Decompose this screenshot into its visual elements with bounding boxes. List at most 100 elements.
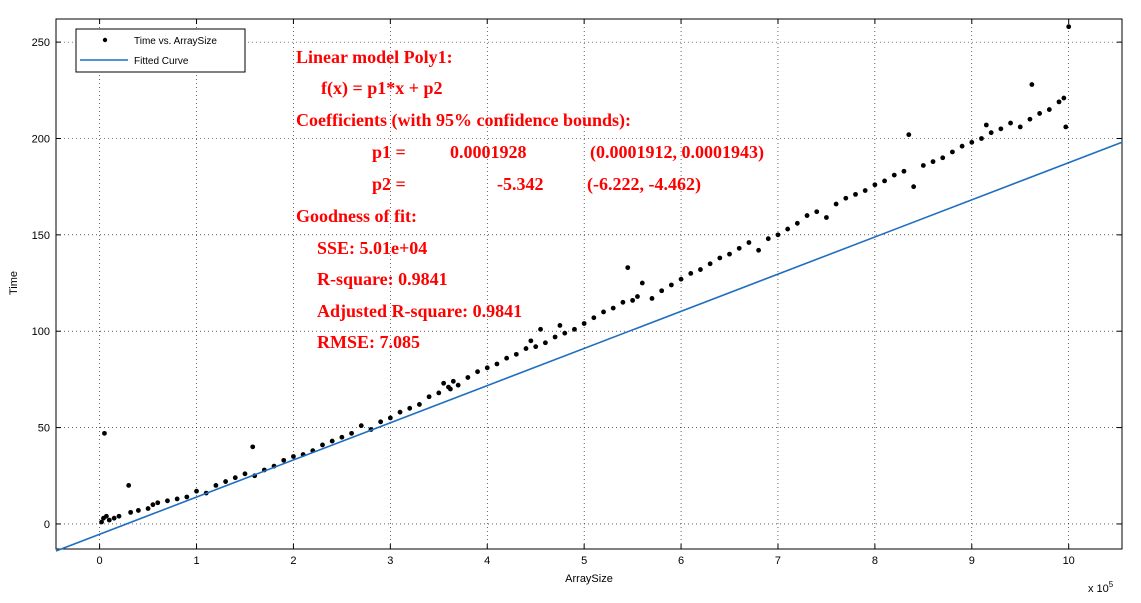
annotation-rmse: RMSE: 7.085 [317, 332, 420, 352]
scatter-series [99, 24, 1072, 525]
data-point-75 [678, 276, 684, 282]
x-tick-label-4: 4 [484, 555, 490, 567]
data-point-4 [106, 517, 112, 523]
data-point-81 [736, 245, 742, 251]
data-point-21 [242, 471, 248, 477]
data-point-78 [707, 261, 713, 267]
data-point-70 [635, 294, 640, 299]
data-point-27 [291, 454, 296, 459]
data-point-69 [630, 297, 636, 303]
data-point-61 [562, 330, 568, 336]
y-tick-label-1: 50 [38, 423, 50, 435]
data-point-6 [116, 513, 122, 519]
data-point-93 [853, 191, 858, 197]
data-point-74 [668, 282, 674, 288]
data-point-115 [1037, 111, 1043, 116]
legend: Time vs. ArraySize Fitted Curve [75, 28, 246, 73]
data-point-68 [625, 265, 631, 271]
data-point-65 [601, 309, 606, 315]
fitted-curve-series [55, 141, 1123, 552]
x-tick-label-9: 9 [969, 555, 975, 567]
data-point-34 [358, 423, 364, 429]
y-axis-label: Time [8, 271, 20, 295]
x-tick-label-5: 5 [581, 555, 587, 567]
data-point-57 [538, 326, 543, 332]
data-point-42 [436, 390, 442, 396]
data-point-58 [542, 340, 548, 346]
x-exponent-power: 5 [1109, 580, 1114, 589]
data-point-113 [1027, 116, 1033, 122]
legend-box [75, 28, 246, 73]
legend-entry-fit: Fitted Curve [134, 56, 189, 67]
data-point-40 [417, 402, 422, 407]
annotation-rsquare: R-square: 0.9841 [317, 269, 448, 289]
x-axis-label: ArraySize [565, 573, 613, 585]
data-point-90 [824, 215, 829, 220]
data-point-67 [620, 299, 626, 305]
data-point-22 [250, 444, 256, 450]
data-point-19 [223, 479, 228, 484]
data-point-36 [378, 419, 384, 425]
data-point-15 [184, 494, 190, 500]
data-point-7 [126, 483, 132, 488]
x-exponent-label: x 105 [1088, 580, 1114, 595]
data-point-89 [814, 209, 820, 215]
data-point-26 [281, 457, 287, 463]
data-point-11 [150, 502, 156, 508]
data-point-48 [465, 375, 471, 380]
data-point-53 [513, 351, 519, 357]
data-point-59 [552, 334, 558, 340]
data-point-76 [688, 271, 694, 276]
plot-area [55, 18, 1123, 550]
y-tick-label-0: 0 [44, 519, 50, 531]
data-point-98 [901, 168, 907, 174]
annotation-adj-rsquare: Adjusted R-square: 0.9841 [317, 301, 523, 321]
annotation-p1-label: p1 = [372, 142, 406, 162]
data-point-0 [99, 519, 104, 525]
data-point-105 [959, 143, 965, 149]
data-point-51 [494, 361, 500, 367]
grid [56, 19, 1122, 549]
legend-entry-scatter: Time vs. ArraySize [134, 36, 217, 47]
data-point-43 [441, 380, 447, 386]
data-point-116 [1046, 107, 1052, 112]
data-point-72 [649, 296, 655, 301]
data-point-94 [862, 188, 868, 193]
data-point-46 [450, 378, 456, 384]
data-point-80 [727, 251, 732, 257]
data-point-63 [581, 321, 587, 326]
data-point-54 [523, 346, 529, 351]
x-tick-label-2: 2 [290, 555, 296, 567]
data-point-96 [882, 178, 887, 184]
data-point-31 [329, 438, 335, 444]
data-point-30 [320, 442, 325, 448]
data-point-103 [940, 155, 946, 161]
annotation-sse: SSE: 5.01e+04 [317, 238, 428, 258]
data-point-107 [979, 136, 984, 141]
data-point-91 [833, 201, 839, 207]
data-point-18 [213, 483, 219, 488]
data-point-85 [775, 232, 781, 238]
data-point-117 [1056, 99, 1062, 105]
data-point-47 [455, 382, 461, 388]
annotation-line-3: Coefficients (with 95% confidence bounds… [296, 110, 631, 130]
data-point-120 [1066, 24, 1072, 30]
data-point-86 [785, 226, 791, 232]
annotation-p2-bounds: (-6.222, -4.462) [587, 174, 701, 194]
data-point-119 [1063, 124, 1069, 130]
data-point-88 [804, 213, 810, 218]
data-point-16 [194, 488, 199, 494]
data-point-9 [135, 508, 141, 513]
annotation-line-1: Linear model Poly1: [296, 47, 453, 67]
data-point-20 [232, 475, 238, 481]
data-point-39 [407, 405, 413, 411]
data-point-110 [998, 126, 1004, 132]
data-point-111 [1008, 120, 1013, 126]
data-point-52 [504, 355, 510, 361]
data-point-8 [128, 509, 134, 515]
data-point-64 [591, 315, 597, 321]
annotation-line-2: f(x) = p1*x + p2 [321, 78, 443, 98]
data-point-56 [533, 344, 539, 350]
data-point-77 [698, 267, 703, 272]
